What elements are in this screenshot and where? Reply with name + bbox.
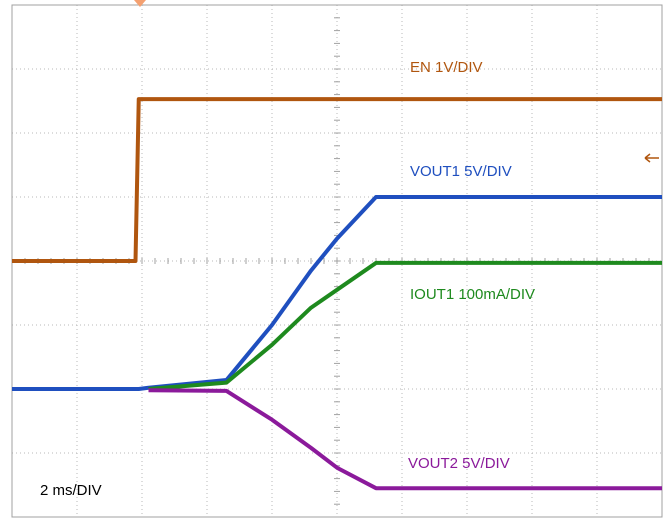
trace-label: EN 1V/DIV	[410, 59, 483, 76]
trace	[148, 260, 662, 391]
timebase-label: 2 ms/DIV	[40, 482, 102, 499]
trace	[12, 97, 662, 263]
trace-label: VOUT1 5V/DIV	[410, 163, 512, 180]
trace	[148, 388, 662, 491]
trace-label: VOUT2 5V/DIV	[408, 455, 510, 472]
traces	[12, 97, 662, 491]
trigger-level-marker	[644, 153, 659, 163]
trace-label: IOUT1 100mA/DIV	[410, 286, 535, 303]
trace	[12, 195, 662, 391]
labels: EN 1V/DIV VOUT1 5V/DIV IOUT1 100mA/DIV VOUT…	[408, 59, 535, 472]
trigger-marker	[134, 0, 146, 7]
